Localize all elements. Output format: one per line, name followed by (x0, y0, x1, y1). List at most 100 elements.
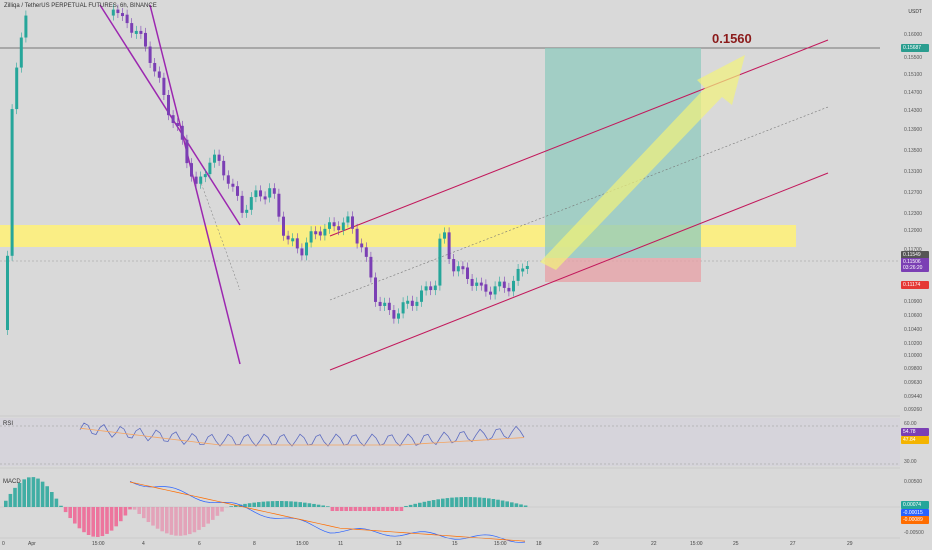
candle (479, 282, 483, 286)
time-tick: 15:00 (92, 541, 105, 547)
price-tick: 0.10400 (904, 327, 923, 333)
price-tick: 0.12000 (904, 228, 923, 234)
price-tick: 0.15100 (904, 72, 923, 78)
macd-bar (123, 507, 128, 516)
price-badge: 0.11174 (901, 281, 929, 289)
price-tick: 0.14700 (904, 90, 923, 96)
macd-badge: 0.00074 (901, 501, 929, 509)
macd-bar (165, 507, 169, 534)
macd-bar (22, 479, 26, 507)
candle (443, 232, 446, 239)
macd-bar (27, 477, 31, 507)
macd-bar (178, 507, 183, 536)
candle (157, 71, 161, 78)
macd-bar (68, 507, 72, 519)
candle (282, 216, 285, 236)
target-arrow (540, 55, 745, 270)
candle (236, 186, 239, 196)
macd-bar (100, 507, 105, 537)
macd-bar (289, 501, 293, 507)
macd-bar (201, 507, 206, 527)
candle (268, 188, 272, 198)
candle (318, 231, 322, 236)
macd-bar (206, 507, 210, 524)
candle (489, 291, 492, 295)
macd-bar (146, 507, 151, 523)
rsi-label: RSI (3, 421, 14, 427)
price-tick: 0.15500 (904, 55, 923, 61)
candle (410, 300, 414, 306)
macd-bar (505, 501, 509, 507)
macd-bar (73, 507, 77, 524)
macd-bar (408, 504, 413, 507)
macd-bar (326, 506, 330, 507)
candle (374, 277, 377, 302)
candle (130, 23, 134, 33)
candle (332, 222, 336, 227)
macd-bar (215, 507, 220, 516)
price-tick: 0.10900 (904, 299, 923, 305)
candle (6, 255, 9, 330)
macd-bar (128, 507, 132, 510)
macd-bar (31, 477, 36, 507)
macd-bar (261, 501, 266, 507)
candle (259, 190, 262, 197)
macd-bar (50, 492, 54, 507)
macd-bar (390, 507, 394, 511)
macd-bar (270, 501, 275, 507)
macd-bar (468, 497, 473, 507)
candle (295, 238, 299, 249)
price-badge: 0.11549 (901, 251, 929, 259)
macd-bar (385, 507, 390, 511)
macd-bar (441, 498, 445, 507)
candle (397, 313, 400, 319)
macd-bar (132, 507, 137, 510)
macd-bar (36, 478, 40, 507)
price-axis[interactable]: USDT 0.16000 0.15500 0.15100 0.14700 0.14300… (900, 0, 932, 550)
time-tick: 4 (142, 541, 145, 547)
candle (309, 231, 313, 243)
macd-bar (63, 507, 68, 513)
macd-bar (514, 503, 519, 507)
candle (355, 228, 359, 244)
macd-bar (367, 507, 371, 511)
price-tick: 0.10600 (904, 313, 923, 319)
candle (466, 267, 469, 279)
candle (15, 67, 19, 110)
macd-bar (169, 507, 174, 535)
macd-bar (312, 503, 316, 507)
loss-zone[interactable] (545, 258, 701, 282)
candle (305, 242, 308, 256)
price-tick: 0.09630 (904, 380, 923, 386)
rsi-badge: 54.78 (901, 428, 929, 436)
macd-bar (500, 500, 505, 507)
macd-bar (192, 507, 197, 533)
macd-bar (257, 502, 261, 507)
macd-bar (197, 507, 201, 530)
candle (337, 226, 341, 231)
macd-badge: -0.00015 (901, 509, 929, 517)
macd-bar (399, 507, 404, 511)
candle (392, 310, 396, 319)
macd-bar (188, 507, 192, 535)
macd-bar (119, 507, 123, 522)
macd-bar (155, 507, 160, 529)
price-tick: 0.14300 (904, 108, 923, 114)
candle (121, 13, 124, 17)
macd-bar (487, 498, 491, 507)
target-price-label: 0.1560 (712, 31, 752, 46)
macd-bar (54, 498, 59, 507)
rsi-tick: 30.00 (904, 459, 917, 465)
candle (286, 235, 290, 240)
candle (176, 122, 180, 126)
candle (420, 290, 423, 302)
macd-bar (523, 505, 528, 507)
price-tick: 0.16000 (904, 32, 923, 38)
profit-zone[interactable] (545, 48, 701, 258)
macd-bar (436, 499, 440, 507)
candle (424, 286, 428, 291)
candle (263, 196, 267, 200)
rsi-badge: 47.84 (901, 436, 929, 444)
candle (217, 154, 221, 161)
